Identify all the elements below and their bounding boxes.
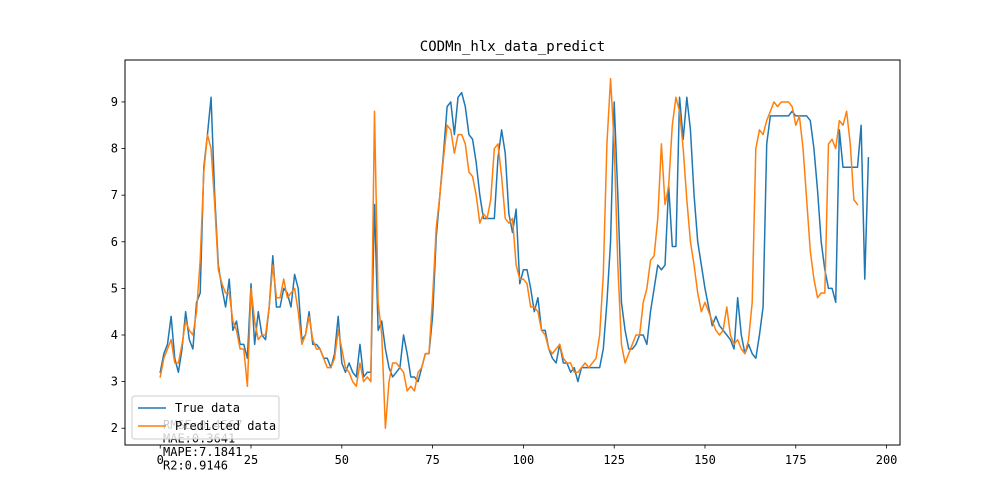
metric-text: MAPE:7.1841 [163, 445, 242, 459]
legend-box [131, 395, 280, 440]
series-line-predicted-data [159, 77, 859, 429]
x-tick-label: 125 [603, 453, 625, 467]
x-tick-label: 100 [513, 453, 535, 467]
x-axis: 0 25 50 75 100 125 150 175 200 [157, 445, 898, 467]
y-tick-label: 3 [111, 375, 118, 389]
x-tick-label: 25 [244, 453, 258, 467]
series-line-true-data [159, 91, 870, 383]
chart-title: CODMn_hlx_data_predict [420, 39, 605, 55]
y-tick-label: 6 [111, 235, 118, 249]
y-tick-label: 5 [111, 281, 118, 295]
y-tick-label: 4 [111, 328, 118, 342]
legend: True data Predicted data [131, 395, 280, 440]
y-tick-label: 7 [111, 188, 118, 202]
legend-label: True data [175, 401, 240, 415]
x-tick-label: 50 [335, 453, 349, 467]
x-tick-label: 175 [785, 453, 807, 467]
y-tick-label: 8 [111, 142, 118, 156]
series-layer [159, 77, 870, 429]
y-tick-label: 2 [111, 421, 118, 435]
y-tick-label: 9 [111, 95, 118, 109]
x-tick-label: 75 [425, 453, 439, 467]
x-tick-label: 200 [876, 453, 898, 467]
metric-text: R2:0.9146 [163, 459, 228, 473]
legend-label: Predicted data [175, 419, 276, 433]
y-axis: 2 3 4 5 6 7 8 9 [111, 95, 125, 435]
x-tick-label: 0 [157, 453, 164, 467]
x-tick-label: 150 [694, 453, 716, 467]
plot-frame [124, 59, 901, 446]
